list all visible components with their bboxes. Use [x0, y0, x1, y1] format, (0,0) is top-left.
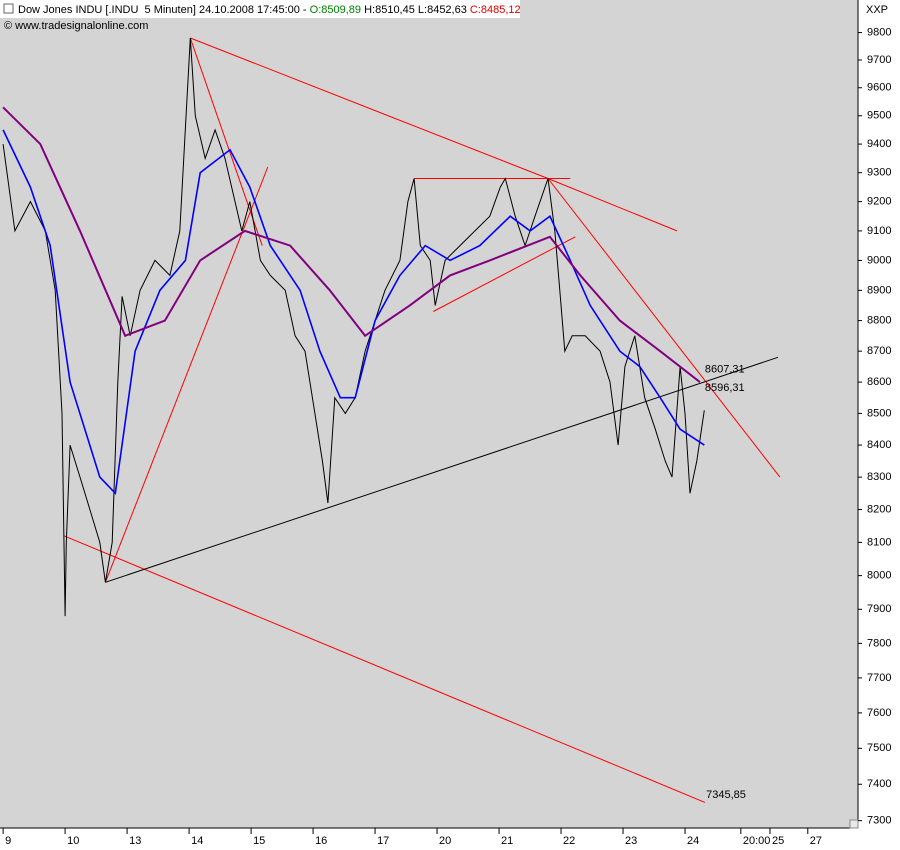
x-tick-label: 10 [67, 835, 79, 847]
y-tick-label: 8800 [867, 314, 891, 326]
x-tick-label: 9 [5, 835, 11, 847]
x-tick-label: 27 [810, 835, 822, 847]
y-tick-label: 8900 [867, 284, 891, 296]
y-tick-label: 9800 [867, 26, 891, 38]
annotation: 8607,31 [705, 364, 745, 376]
y-tick-label: 9500 [867, 110, 891, 122]
x-tick-label: 21 [501, 835, 513, 847]
trend-line [63, 535, 706, 803]
price-line [2, 37, 705, 617]
x-tick-label: 22 [563, 835, 575, 847]
y-tick-label: 7900 [867, 603, 891, 615]
header-field: H:8510,45 L:8452,63 [361, 4, 470, 16]
y-tick-label: 8400 [867, 439, 891, 451]
trend-line [190, 37, 549, 179]
y-tick-label: 8100 [867, 536, 891, 548]
price-line [2, 106, 701, 383]
header-title: Dow Jones INDU [.INDU 5 Minuten] 24.10.2… [18, 4, 310, 16]
annotation: 8596,31 [705, 382, 745, 394]
trend-line [547, 178, 678, 232]
x-tick-label: 13 [129, 835, 141, 847]
x-tick-label: 15 [253, 835, 265, 847]
x-tick-label: 25 [772, 835, 784, 847]
y-tick-label: 9200 [867, 196, 891, 208]
corner-button[interactable] [849, 819, 859, 829]
y-tick-label: 9100 [867, 225, 891, 237]
trend-line [104, 166, 269, 583]
source: © www.tradesignalonline.com [4, 20, 148, 32]
header-bar [0, 0, 520, 18]
trend-line [433, 236, 576, 312]
header-icon [3, 3, 14, 14]
header-field: O:8509,89 [310, 4, 361, 16]
y-tick-label: 7800 [867, 637, 891, 649]
y-tick-label: 9400 [867, 138, 891, 150]
y-tick-label: 8700 [867, 345, 891, 357]
x-tick-label: 14 [191, 835, 203, 847]
y-tick-label: 8600 [867, 376, 891, 388]
y-tick-label: 9600 [867, 82, 891, 94]
y-tick-label: 7700 [867, 672, 891, 684]
y-tick-label: 9000 [867, 254, 891, 266]
y-tick-label: 7500 [867, 742, 891, 754]
x-tick-label: 24 [687, 835, 699, 847]
trend-line [547, 178, 781, 478]
trend-line [105, 356, 779, 583]
y-tick-label: 8000 [867, 570, 891, 582]
annotation: 7345,85 [706, 789, 746, 801]
x-tick-label: 16 [315, 835, 327, 847]
header-field: C:8485,12 [470, 4, 521, 16]
x-tick-label: 20 [439, 835, 451, 847]
x-tick-label: 20:00 [743, 835, 771, 847]
x-tick-label: 23 [625, 835, 637, 847]
plot-area [0, 0, 858, 828]
symbol: XXP [866, 4, 888, 16]
price-line [2, 129, 705, 496]
y-tick-label: 8500 [867, 407, 891, 419]
y-tick-label: 8300 [867, 471, 891, 483]
y-tick-label: 8200 [867, 503, 891, 515]
y-tick-label: 9700 [867, 54, 891, 66]
y-tick-label: 7400 [867, 778, 891, 790]
header: Dow Jones INDU [.INDU 5 Minuten] 24.10.2… [18, 4, 521, 16]
y-tick-label: 7600 [867, 707, 891, 719]
x-tick-label: 17 [377, 835, 389, 847]
y-tick-label: 9300 [867, 167, 891, 179]
y-tick-label: 7300 [867, 815, 891, 827]
